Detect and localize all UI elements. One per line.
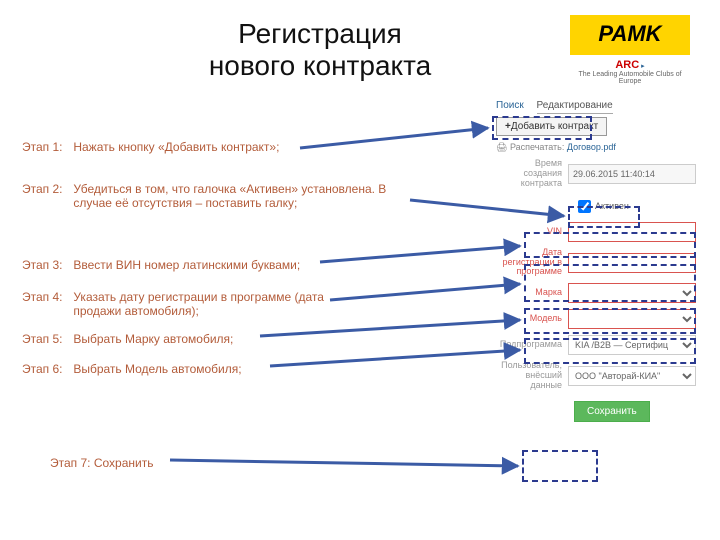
step-7: Этап 7: Сохранить	[50, 456, 153, 470]
logo-block: PAMK ARC ▸ The Leading Automobile Clubs …	[570, 15, 690, 85]
model-select[interactable]	[568, 309, 696, 329]
logo-arc-sub: The Leading Automobile Clubs of Europe	[578, 71, 681, 85]
step-5: Этап 5: Выбрать Марку автомобиля;	[22, 332, 233, 346]
vin-input[interactable]	[568, 222, 696, 242]
tab-search[interactable]: Поиск	[496, 100, 524, 111]
active-checkbox[interactable]	[578, 200, 591, 213]
print-link[interactable]: Договор.pdf	[567, 142, 616, 152]
row-marka: Марка	[496, 283, 696, 303]
row-vin: VIN	[496, 222, 696, 242]
app-panel: Поиск Редактирование +Добавить контракт …	[496, 100, 696, 422]
step-6: Этап 6: Выбрать Модель автомобиля;	[22, 362, 242, 376]
regdate-input[interactable]	[568, 253, 696, 273]
step-4: Этап 4: Указать дату регистрации в прогр…	[22, 290, 382, 318]
created-input	[568, 164, 696, 184]
subprog-select[interactable]: KIA /B2B — Сертифиц	[568, 335, 696, 355]
page-title: Регистрация нового контракта	[140, 18, 500, 82]
row-user: Пользователь, внёсший данные ООО "Автора…	[496, 361, 696, 391]
add-contract-button[interactable]: +Добавить контракт	[496, 117, 607, 136]
step-3: Этап 3: Ввести ВИН номер латинскими букв…	[22, 258, 300, 272]
title-line2: нового контракта	[209, 50, 431, 81]
save-button[interactable]: Сохранить	[574, 401, 650, 422]
logo-ramk: PAMK	[570, 15, 690, 55]
row-regdate: Дата регистрации в программе	[496, 248, 696, 278]
row-subprog: Подпрограмма KIA /B2B — Сертифиц	[496, 335, 696, 355]
marka-select[interactable]	[568, 283, 696, 303]
print-row: 🖨 Распечатать: Договор.pdf	[496, 142, 696, 153]
row-created: Время создания контракта	[496, 159, 696, 189]
tabs: Поиск Редактирование	[496, 100, 696, 111]
tab-edit[interactable]: Редактирование	[537, 100, 613, 114]
add-contract-row: +Добавить контракт	[496, 117, 696, 136]
dash-save	[522, 450, 598, 482]
logo-arc: ARC ▸ The Leading Automobile Clubs of Eu…	[570, 59, 690, 85]
logo-arc-text: ARC	[615, 59, 639, 71]
step-2: Этап 2: Убедиться в том, что галочка «Ак…	[22, 182, 412, 210]
title-line1: Регистрация	[238, 18, 402, 49]
row-active: Активен	[496, 197, 696, 216]
step-1: Этап 1: Нажать кнопку «Добавить контракт…	[22, 140, 279, 154]
user-select[interactable]: ООО "Авторай-КИА"	[568, 366, 696, 386]
row-model: Модель	[496, 309, 696, 329]
